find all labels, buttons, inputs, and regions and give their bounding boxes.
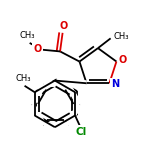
- Text: CH₃: CH₃: [20, 31, 35, 40]
- Text: Cl: Cl: [75, 127, 87, 136]
- Text: O: O: [33, 44, 42, 54]
- Text: N: N: [111, 79, 119, 89]
- Text: CH₃: CH₃: [16, 74, 31, 83]
- Text: CH₃: CH₃: [114, 32, 129, 41]
- Text: O: O: [119, 55, 127, 65]
- Text: O: O: [60, 21, 68, 31]
